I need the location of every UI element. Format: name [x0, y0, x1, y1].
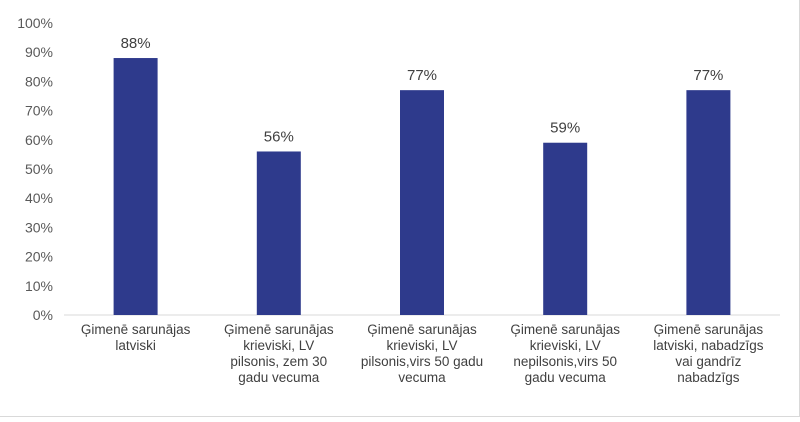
- y-tick-label: 50%: [25, 161, 53, 177]
- x-tick-label: vai gandrīz: [675, 354, 741, 369]
- data-label: 88%: [121, 35, 151, 52]
- y-tick-label: 0%: [33, 307, 53, 323]
- x-tick-label: Ģimenē sarunājas: [367, 322, 477, 337]
- bar: [113, 58, 158, 315]
- data-label: 59%: [550, 120, 580, 137]
- y-tick-label: 10%: [25, 278, 53, 294]
- y-tick-label: 80%: [25, 73, 53, 89]
- x-tick-label: nabadzīgs: [677, 370, 740, 385]
- x-tick-label: krieviski, LV: [386, 338, 457, 353]
- y-tick-label: 70%: [25, 103, 53, 119]
- bar: [400, 90, 444, 315]
- y-tick-label: 90%: [25, 44, 53, 60]
- x-tick-label: krieviski, LV: [530, 338, 601, 353]
- x-tick-label: krieviski, LV: [243, 338, 314, 353]
- x-tick-label: vecuma: [398, 370, 446, 385]
- x-tick-label: latviski, nabadzīgs: [653, 338, 764, 353]
- data-label: 77%: [693, 67, 723, 84]
- x-tick-label: Ģimenē sarunājas: [510, 322, 620, 337]
- y-tick-label: 100%: [17, 15, 53, 31]
- y-tick-label: 20%: [25, 249, 53, 265]
- x-tick-label: Ģimenē sarunājas: [81, 322, 191, 337]
- x-tick-label: pilsonis, zem 30: [230, 354, 327, 369]
- bar: [256, 151, 301, 315]
- y-tick-label: 30%: [25, 219, 53, 235]
- x-tick-label: pilsonis,virs 50 gadu: [361, 354, 483, 369]
- x-tick-label: Ģimenē sarunājas: [224, 322, 334, 337]
- data-label: 56%: [264, 128, 294, 145]
- y-tick-label: 40%: [25, 190, 53, 206]
- y-tick-label: 60%: [25, 132, 53, 148]
- bar: [543, 142, 588, 315]
- bar: [686, 90, 731, 315]
- x-tick-label: nepilsonis,virs 50: [513, 354, 617, 369]
- x-tick-label: Ģimenē sarunājas: [654, 322, 764, 337]
- x-tick-label: gadu vecuma: [525, 370, 607, 385]
- x-tick-label: gadu vecuma: [238, 370, 320, 385]
- x-tick-label: latviski: [115, 338, 156, 353]
- data-label: 77%: [407, 67, 437, 84]
